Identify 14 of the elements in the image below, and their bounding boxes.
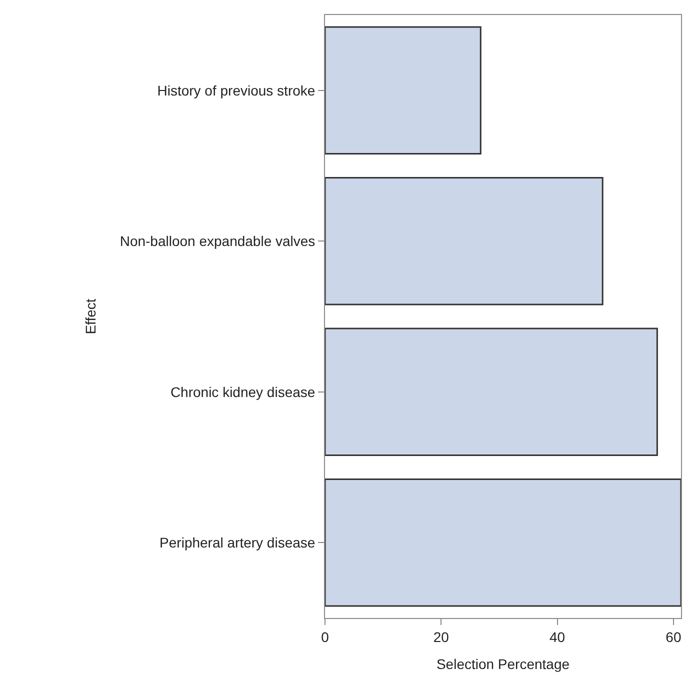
y-axis-title: Effect [82, 298, 98, 334]
y-tick-label: Chronic kidney disease [170, 384, 316, 400]
bar [325, 26, 482, 154]
x-tick-label: 0 [321, 628, 330, 645]
y-tick-label: Peripheral artery disease [160, 534, 316, 551]
bar [325, 478, 681, 607]
x-tick-label: 40 [550, 628, 566, 645]
y-tick-label: History of previous stroke [157, 82, 316, 98]
x-tick-label: 60 [666, 628, 682, 645]
bar [325, 177, 604, 306]
y-tick-label: Non-balloon expandable valves [120, 233, 316, 250]
x-tick-label: 20 [433, 628, 450, 645]
bar [325, 328, 658, 456]
x-axis-title: Selection Percentage [436, 656, 570, 672]
